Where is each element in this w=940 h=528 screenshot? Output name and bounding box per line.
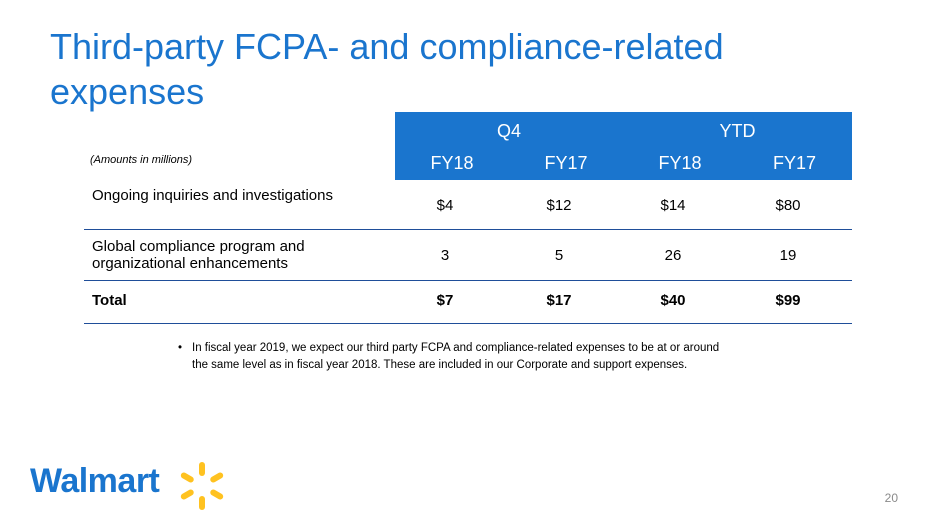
row-label: Ongoing inquiries and investigations	[92, 187, 333, 204]
logo-wordmark: Walmart	[30, 462, 160, 500]
row-value: $40	[660, 292, 686, 309]
header-period: FY17	[544, 153, 588, 173]
page-number: 20	[884, 491, 898, 505]
row-label: Global compliance program and organizati…	[92, 238, 305, 272]
bullet-note: • In fiscal year 2019, we expect our thi…	[178, 340, 738, 374]
slide-title: Third-party FCPA- and compliance-related…	[50, 26, 724, 112]
table-header: Q4 YTD FY18 FY17 FY18 FY17	[395, 112, 852, 180]
row-label: Total	[92, 292, 127, 309]
table-row-total: Total $7 $17 $40 $99	[84, 281, 852, 324]
spark-icon	[180, 462, 224, 510]
row-value: 5	[554, 247, 564, 264]
header-group-q4: Q4	[496, 121, 521, 141]
amounts-note: (Amounts in millions)	[90, 154, 193, 166]
row-value: $7	[436, 292, 454, 309]
header-period: FY17	[772, 153, 817, 173]
walmart-logo: Walmart	[30, 460, 240, 512]
header-group-ytd: YTD	[719, 121, 756, 141]
expense-table: Ongoing inquiries and investigations $4 …	[84, 180, 852, 324]
row-value: $17	[546, 292, 572, 309]
row-value: $80	[775, 197, 801, 214]
header-period: FY18	[658, 153, 702, 173]
table-row: Global compliance program and organizati…	[84, 230, 852, 281]
bullet-marker: •	[178, 342, 183, 354]
row-value: $12	[546, 197, 572, 214]
bullet-text: In fiscal year 2019, we expect our third…	[192, 342, 720, 371]
row-value: 3	[440, 247, 450, 264]
row-value: 26	[664, 247, 682, 264]
header-period: FY18	[430, 153, 474, 173]
table-row: Ongoing inquiries and investigations $4 …	[84, 180, 852, 230]
row-value: $99	[775, 292, 801, 309]
row-value: $14	[660, 197, 686, 214]
row-value: 19	[779, 247, 797, 264]
row-value: $4	[436, 197, 454, 214]
